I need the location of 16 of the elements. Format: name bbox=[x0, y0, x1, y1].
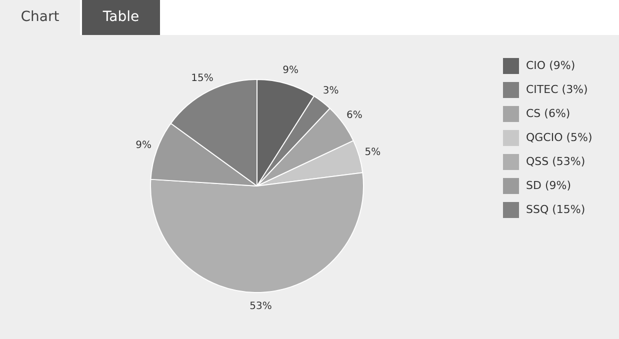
legend-label: CITEC (3%) bbox=[526, 82, 588, 96]
text: Chart bbox=[0, 0, 80, 35]
legend-label: SD (9%) bbox=[526, 178, 571, 192]
data-label: 6% bbox=[346, 110, 362, 121]
legend-label: QGCIO (5%) bbox=[526, 130, 592, 144]
data-label: 9% bbox=[136, 140, 152, 151]
data-label: 9% bbox=[282, 64, 299, 76]
legend-label: CIO (9%) bbox=[526, 58, 576, 72]
data-label: 15% bbox=[191, 73, 214, 84]
data-label: 3% bbox=[322, 85, 339, 96]
legend-label: SSQ (15%) bbox=[526, 202, 586, 216]
legend-label: CS (6%) bbox=[526, 106, 570, 120]
data-label: 5% bbox=[364, 146, 381, 158]
legend-label: QSS (53%) bbox=[526, 154, 586, 168]
text: Table bbox=[82, 0, 160, 35]
data-label: 53% bbox=[250, 301, 272, 312]
